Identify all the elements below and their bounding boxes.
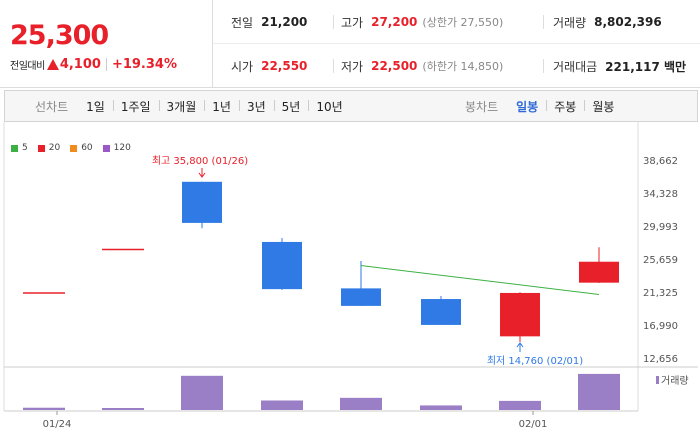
ma5-line — [360, 265, 600, 295]
volume: 거래량 8,802,396 — [553, 0, 662, 44]
period-10y[interactable]: 10년 — [308, 98, 350, 115]
candle-monthly[interactable]: 월봉 — [584, 98, 622, 115]
price-box: 25,300 전일대비 4,100 +19.34% — [0, 0, 213, 88]
open-value: 22,550 — [261, 59, 308, 73]
volume-bar — [578, 373, 620, 410]
prev-close-value: 21,200 — [261, 15, 308, 29]
change-percent: +19.34% — [111, 56, 177, 72]
trade-amount: 거래대금 221,117 백만 — [553, 44, 686, 88]
volume-value: 8,802,396 — [594, 15, 662, 29]
candle-body — [579, 261, 619, 283]
y-tick-label: 25,659 — [643, 255, 678, 266]
period-1d[interactable]: 1일 — [86, 99, 105, 114]
legend-ma20: 20 — [37, 143, 61, 153]
change-label: 전일대비 — [10, 60, 45, 72]
up-triangle-icon — [46, 58, 59, 70]
legend-label: 120 — [113, 143, 131, 153]
period-1w[interactable]: 1주일 — [112, 98, 159, 115]
upper-limit: (상한가 27,550) — [422, 16, 504, 29]
volume-bar — [340, 397, 382, 410]
volume-bar — [102, 408, 144, 410]
divider — [105, 57, 107, 71]
volume-bar — [181, 375, 223, 410]
volume-bar — [420, 405, 462, 410]
x-tick-label: 02/01 — [519, 419, 548, 430]
open-label: 시가 — [231, 59, 254, 74]
amount-label: 거래대금 — [553, 59, 598, 74]
divider — [543, 59, 544, 73]
high-label: 고가 — [341, 15, 364, 30]
high-arrow-head — [198, 172, 206, 178]
change-value: 4,100 — [59, 56, 101, 72]
candle-chart-label: 봉차트 — [465, 99, 499, 114]
chart-period-toolbar: 선차트 1일 1주일 3개월 1년 3년 5년 10년 봉차트 일봉 주봉 월봉 — [4, 90, 698, 122]
low-annotation: 최저 14,760 (02/01) — [487, 355, 583, 367]
legend-label: 60 — [81, 143, 93, 153]
candle-chart-group: 봉차트 일봉 주봉 월봉 — [465, 91, 622, 121]
volume-bar — [261, 400, 303, 410]
y-tick-label: 12,656 — [643, 354, 678, 365]
volume-bar — [499, 400, 541, 410]
candle-body — [500, 292, 540, 337]
lower-limit: (하한가 14,850) — [422, 60, 504, 73]
candle-body — [262, 241, 302, 290]
prev-close-label: 전일 — [231, 15, 254, 30]
legend-ma5: 5 — [11, 143, 28, 153]
low-label: 저가 — [341, 59, 364, 74]
low-price: 저가 22,500 (하한가 14,850) — [341, 44, 503, 88]
prev-close: 전일 21,200 — [231, 0, 307, 44]
divider — [333, 15, 334, 29]
volume-bar — [23, 407, 65, 410]
y-tick-label: 38,662 — [643, 156, 678, 167]
divider — [543, 15, 544, 29]
legend-swatch — [37, 144, 45, 152]
high-value: 27,200 — [371, 15, 418, 29]
period-3y[interactable]: 3년 — [238, 98, 274, 115]
line-chart-label: 선차트 — [35, 99, 69, 114]
ma-legend: 5 20 60 120 — [11, 141, 141, 155]
info-row-1: 전일 21,200 고가 27,200 (상한가 27,550) 거래량 8,8… — [213, 0, 700, 44]
amount-value: 221,117 백만 — [605, 59, 687, 74]
y-tick-label: 29,993 — [643, 222, 678, 233]
candle-body — [341, 288, 381, 306]
open-price: 시가 22,550 — [231, 44, 307, 88]
legend-label: 5 — [22, 143, 28, 153]
period-5y[interactable]: 5년 — [273, 98, 309, 115]
period-3m[interactable]: 3개월 — [158, 98, 205, 115]
candle-daily[interactable]: 일봉 — [516, 99, 539, 114]
y-tick-label: 34,328 — [643, 189, 678, 200]
candle-body — [182, 181, 222, 223]
line-chart-group: 선차트 1일 1주일 3개월 1년 3년 5년 10년 — [35, 91, 351, 121]
volume-legend-label: 거래량 — [661, 375, 689, 387]
high-price: 고가 27,200 (상한가 27,550) — [341, 0, 503, 44]
volume-label: 거래량 — [553, 15, 587, 30]
high-annotation: 최고 35,800 (01/26) — [152, 155, 248, 167]
period-1y[interactable]: 1년 — [204, 98, 239, 115]
legend-label: 20 — [48, 143, 61, 153]
change-row: 전일대비 4,100 +19.34% — [10, 56, 177, 72]
low-arrow-head — [516, 342, 524, 348]
legend-swatch — [70, 144, 78, 152]
divider — [333, 59, 334, 73]
y-tick-label: 21,325 — [643, 288, 678, 299]
legend-ma60: 60 — [70, 143, 93, 153]
candle-weekly[interactable]: 주봉 — [546, 98, 584, 115]
x-tick-label: 01/24 — [43, 419, 72, 430]
volume-legend-swatch — [656, 376, 659, 384]
low-value: 22,500 — [371, 59, 418, 73]
candle-body — [421, 299, 461, 325]
legend-swatch — [102, 144, 110, 152]
quote-header: 25,300 전일대비 4,100 +19.34% 전일 21,200 고가 2… — [0, 0, 700, 88]
current-price: 25,300 — [10, 20, 109, 51]
y-tick-label: 16,990 — [643, 321, 678, 332]
legend-ma120: 120 — [102, 143, 131, 153]
info-row-2: 시가 22,550 저가 22,500 (하한가 14,850) 거래대금 22… — [213, 44, 700, 88]
legend-swatch — [11, 144, 18, 152]
